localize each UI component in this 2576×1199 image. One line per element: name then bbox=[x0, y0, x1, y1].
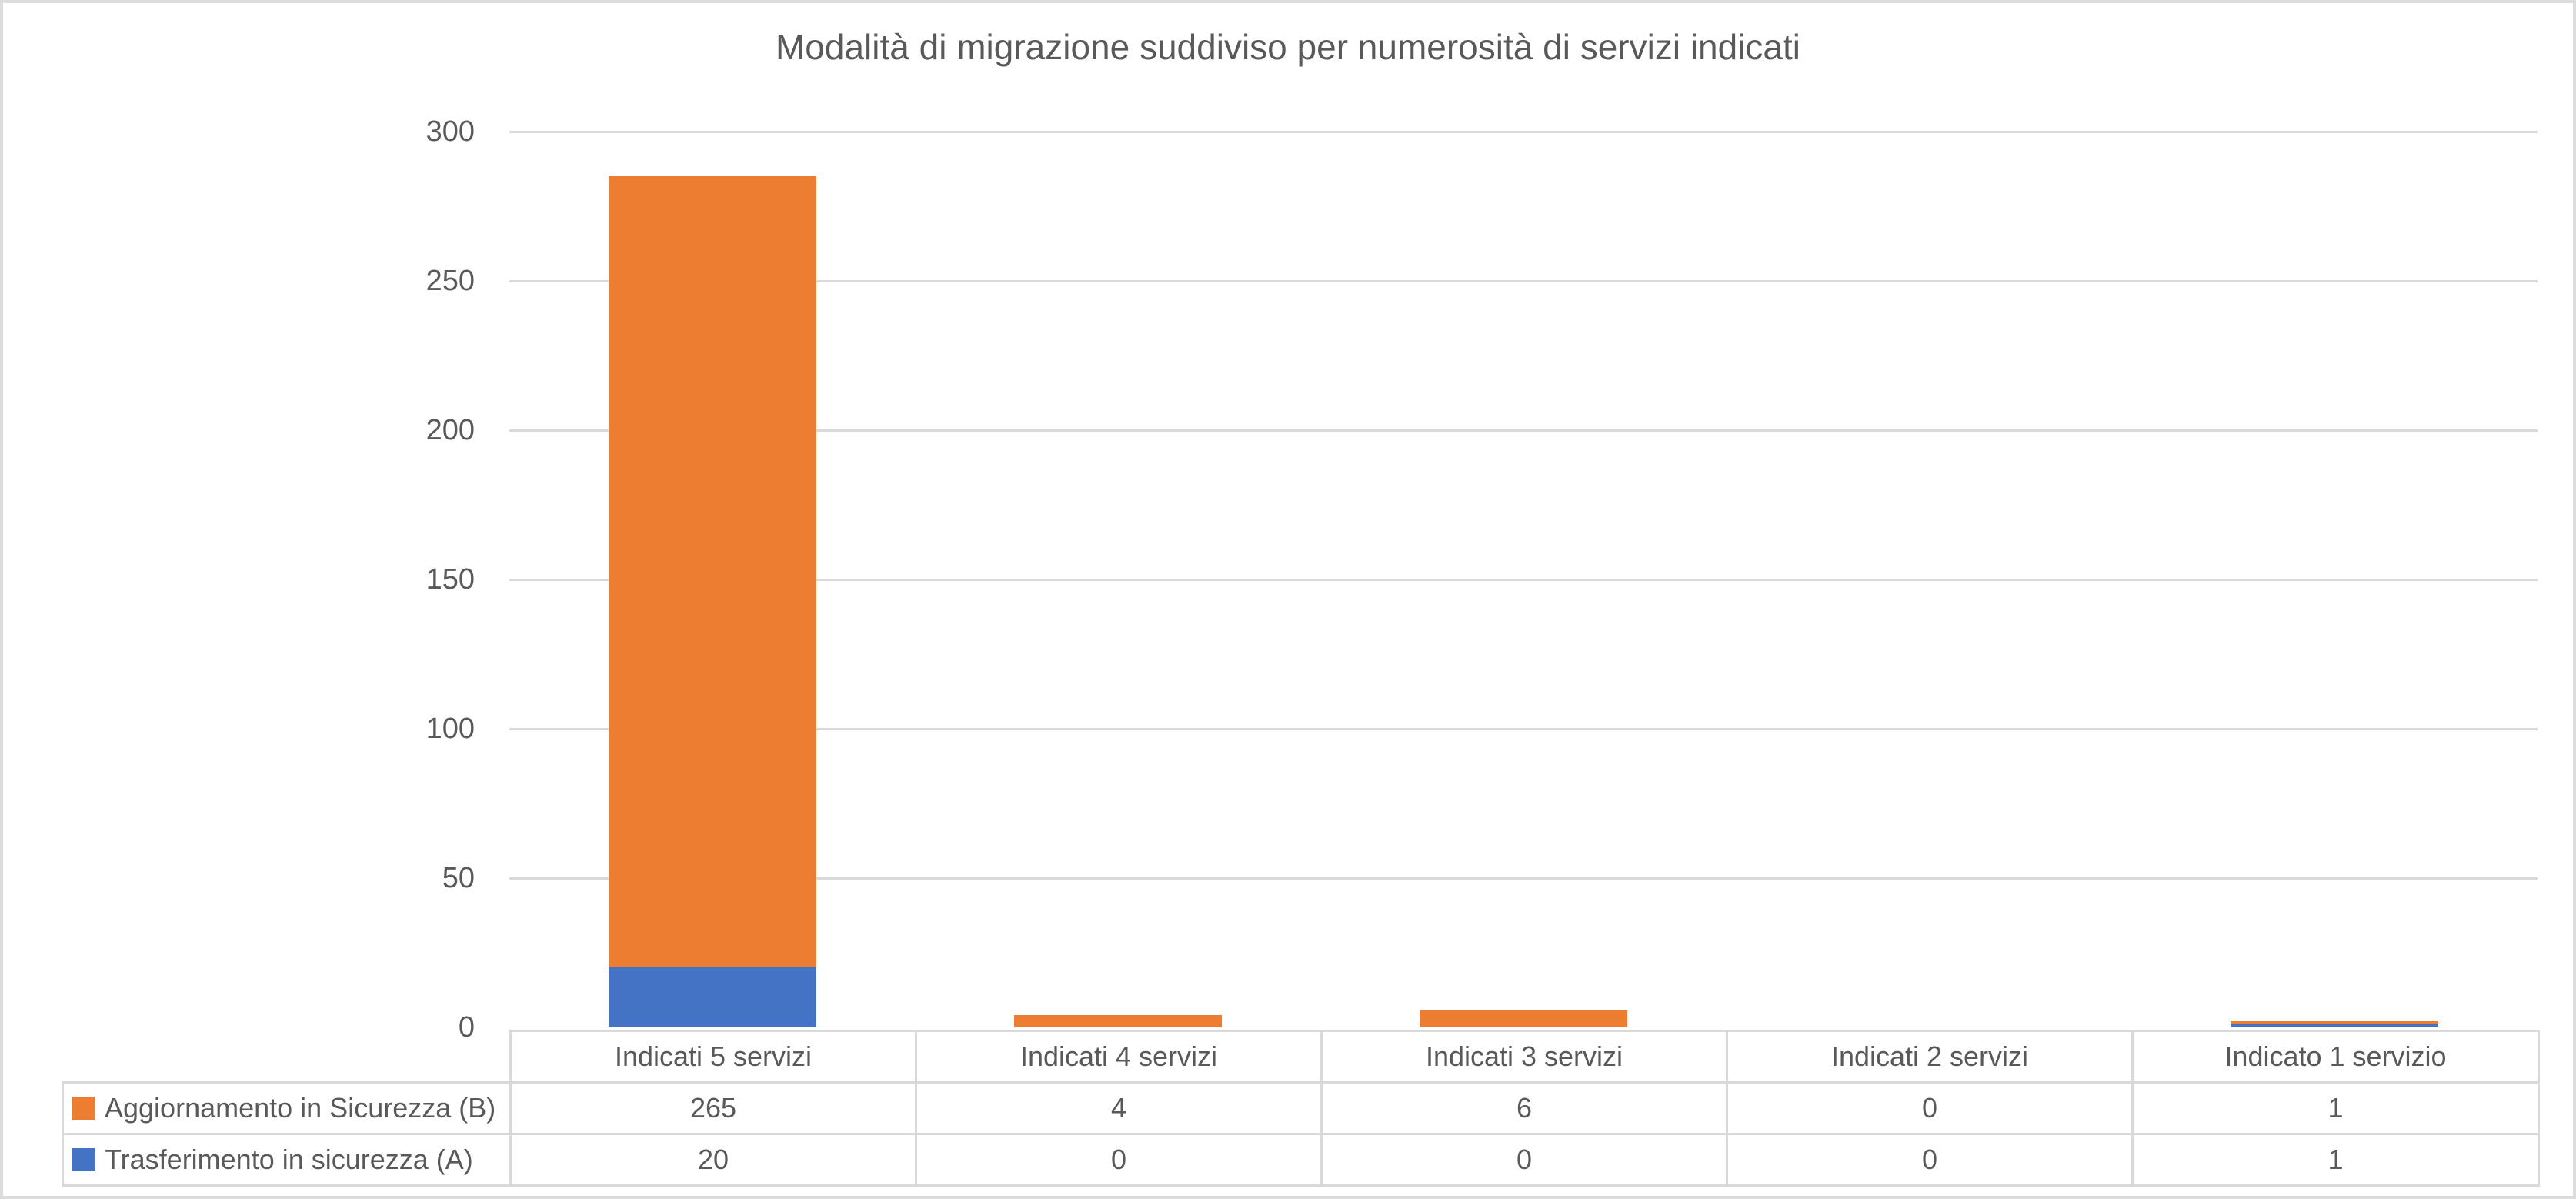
gridline-y-300 bbox=[509, 131, 2538, 133]
bar-segment bbox=[608, 176, 816, 968]
category-header-cell: Indicati 4 servizi bbox=[915, 1030, 1323, 1084]
bar-segment bbox=[1013, 1015, 1222, 1027]
table-header-row: Indicati 5 servizi Indicati 4 servizi Indi… bbox=[63, 1030, 2540, 1084]
table-corner-cell bbox=[63, 1031, 511, 1083]
gridline-y-100 bbox=[509, 728, 2538, 730]
y-axis-tick-label: 0 bbox=[458, 1011, 475, 1044]
table-value-cell: 6 bbox=[1320, 1081, 1728, 1135]
y-axis-tick-label: 150 bbox=[425, 563, 475, 596]
table-value-cell: 1 bbox=[2131, 1133, 2540, 1187]
plot-area: 0 50 100 150 200 250 300 bbox=[426, 117, 2538, 1042]
y-axis-tick-label: 300 bbox=[425, 115, 475, 148]
table-series-row: Trasferimento in sicurezza (A) 20 0 0 0 1 bbox=[62, 1133, 2540, 1187]
category-header-cell: Indicati 3 servizi bbox=[1320, 1030, 1728, 1084]
bar-segment bbox=[2231, 1024, 2439, 1027]
table-series-row: Aggiornamento in Sicurezza (B) 265 4 6 0 1 bbox=[62, 1081, 2540, 1135]
gridline-y-200 bbox=[509, 429, 2538, 432]
legend-label: Aggiornamento in Sicurezza (B) bbox=[105, 1092, 496, 1124]
legend-label: Trasferimento in sicurezza (A) bbox=[105, 1144, 473, 1175]
category-header-cell: Indicato 1 servizio bbox=[2131, 1030, 2540, 1084]
table-value-cell: 0 bbox=[915, 1133, 1323, 1187]
category-header-cell: Indicati 5 servizi bbox=[509, 1030, 917, 1084]
legend-cell: Trasferimento in sicurezza (A) bbox=[62, 1133, 512, 1187]
table-value-cell: 0 bbox=[1726, 1133, 2134, 1187]
legend-cell: Aggiornamento in Sicurezza (B) bbox=[62, 1081, 512, 1135]
table-value-cell: 0 bbox=[1726, 1081, 2134, 1135]
y-axis-tick-label: 250 bbox=[425, 265, 475, 297]
bar-segment bbox=[1420, 1009, 1627, 1027]
gridline-y-150 bbox=[509, 579, 2538, 581]
bar-segment bbox=[608, 967, 816, 1027]
legend-key-swatch bbox=[72, 1148, 95, 1171]
table-value-cell: 0 bbox=[1320, 1133, 1728, 1187]
y-axis-tick-label: 200 bbox=[425, 414, 475, 446]
chart-data-table: Indicati 5 servizi Indicati 4 servizi Indi… bbox=[62, 1030, 2540, 1187]
table-value-cell: 4 bbox=[915, 1081, 1323, 1135]
chart-title: Modalità di migrazione suddiviso per num… bbox=[775, 27, 1801, 67]
category-header-cell: Indicati 2 servizi bbox=[1726, 1030, 2134, 1084]
legend-key-swatch bbox=[72, 1097, 95, 1120]
bar-segment bbox=[2231, 1021, 2439, 1025]
table-value-cell: 20 bbox=[509, 1133, 917, 1187]
y-axis-tick-label: 50 bbox=[442, 862, 475, 894]
table-value-cell: 1 bbox=[2131, 1081, 2540, 1135]
gridline-y-250 bbox=[509, 280, 2538, 282]
table-value-cell: 265 bbox=[509, 1081, 917, 1135]
gridline-y-50 bbox=[509, 877, 2538, 880]
y-axis-tick-label: 100 bbox=[425, 713, 475, 745]
